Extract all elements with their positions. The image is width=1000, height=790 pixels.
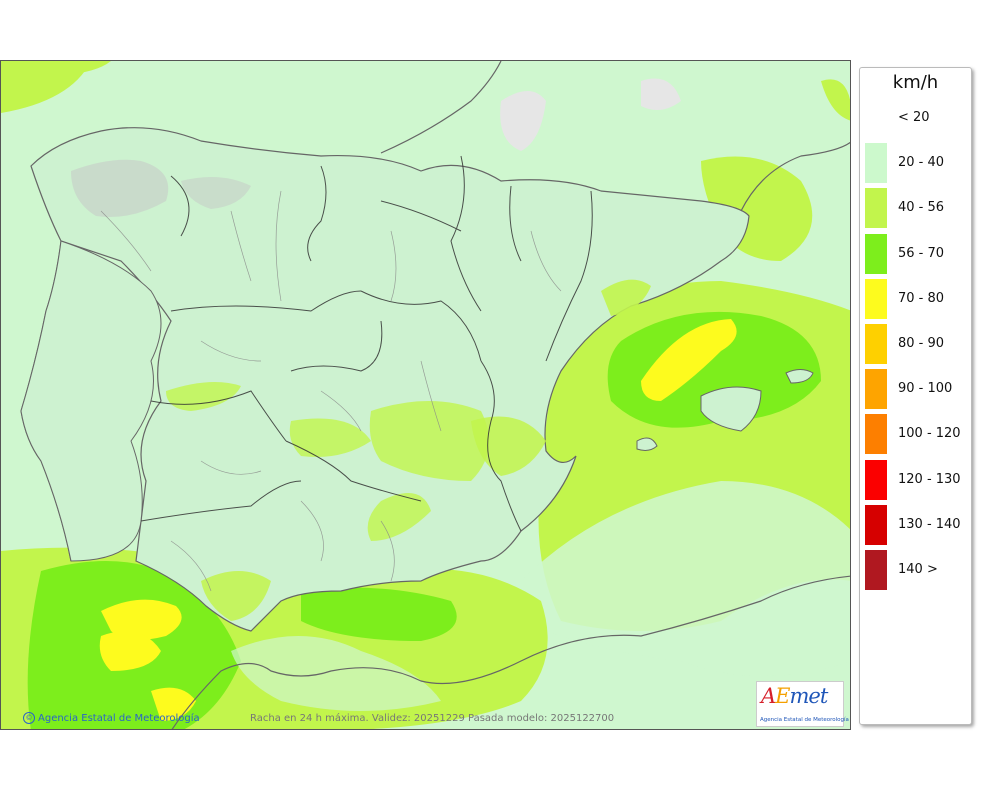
gust-zone-40-56 [56,61,111,75]
gust-zone-40-56 [201,571,271,621]
legend-item: 20 - 40 [860,143,971,188]
legend-item: 100 - 120 [860,414,971,459]
legend-swatch [865,459,887,500]
gust-zone-40-56 [821,79,850,121]
map-canvas [1,61,850,729]
gust-zone-56-70 [301,587,457,641]
legend-item: 40 - 56 [860,188,971,233]
aemet-logo-subtitle: Agencia Estatal de Meteorología [760,717,849,723]
no-data-area [500,91,546,151]
ibiza [636,437,658,451]
mallorca [700,386,762,432]
legend-label: 80 - 90 [898,336,945,351]
legend-label: < 20 [898,110,930,125]
gust-zone-70-80 [101,599,182,640]
legend-swatch [865,143,887,184]
gust-zone-20-40 [521,481,850,676]
legend-label: 140 > [898,562,938,577]
legend-label: 90 - 100 [898,381,953,397]
legend-label: 120 - 130 [898,471,961,487]
legend-swatch [865,233,887,274]
legend-item: 56 - 70 [860,233,971,279]
legend-item: 70 - 80 [860,278,971,324]
legend-label: 40 - 56 [898,200,945,216]
gust-zone-40-56 [369,401,489,481]
france-coast-east [740,141,850,212]
legend-swatch [865,98,887,138]
legend-unit: km/h [892,72,939,93]
legend-label: 56 - 70 [898,245,945,261]
copyright-icon: © [23,712,35,724]
menorca [785,369,814,384]
gust-zone-70-80 [99,631,161,671]
france-coast [380,61,502,154]
wind-gust-map: © Agencia Estatal de Meteorología Racha e… [0,60,851,730]
legend-swatch [865,414,887,455]
iberian-peninsula [30,127,750,632]
copyright-credit: © Agencia Estatal de Meteorología [23,712,200,724]
legend-item: 80 - 90 [860,324,971,369]
legend-item: 130 - 140 [860,504,971,550]
africa-coast [171,575,850,729]
gust-zone-70-80 [641,319,737,401]
legend-swatch [865,504,887,545]
legend-item: 140 > [860,550,971,595]
legend-swatch [865,369,887,410]
gust-zone-40-56 [289,418,371,457]
legend-label: 100 - 120 [898,426,961,442]
legend-item: 120 - 130 [860,459,971,505]
portugal-land [20,240,162,562]
province-borders [100,190,562,592]
credit-text: Agencia Estatal de Meteorología [38,713,200,724]
legend-swatch [865,188,887,229]
no-data-area [641,78,681,110]
legend-swatch [865,324,887,364]
legend-label: 70 - 80 [898,290,945,306]
region-borders [140,155,593,532]
aemet-logo-mark: AEmet [761,684,828,708]
aemet-logo: AEmet Agencia Estatal de Meteorología [756,681,849,727]
gust-zone-20-40 [231,636,441,711]
terrain-relief [71,159,169,217]
legend-label: 130 - 140 [898,516,961,532]
wind-gust-legend: km/h < 20 20 - 40 40 - 56 56 - 70 70 - 80 80 … [859,67,972,725]
legend-swatch [865,278,887,319]
gust-zone-40-56 [367,493,431,541]
gust-zone-40-56 [601,279,651,316]
legend-item: < 20 [860,98,971,143]
gust-zone-40-56 [166,382,241,411]
terrain-relief [181,177,251,209]
legend-swatch [865,550,887,590]
map-caption: Racha en 24 h máxima. Validez: 20251229 … [250,713,615,724]
legend-item: 90 - 100 [860,369,971,414]
legend-label: 20 - 40 [898,155,945,171]
